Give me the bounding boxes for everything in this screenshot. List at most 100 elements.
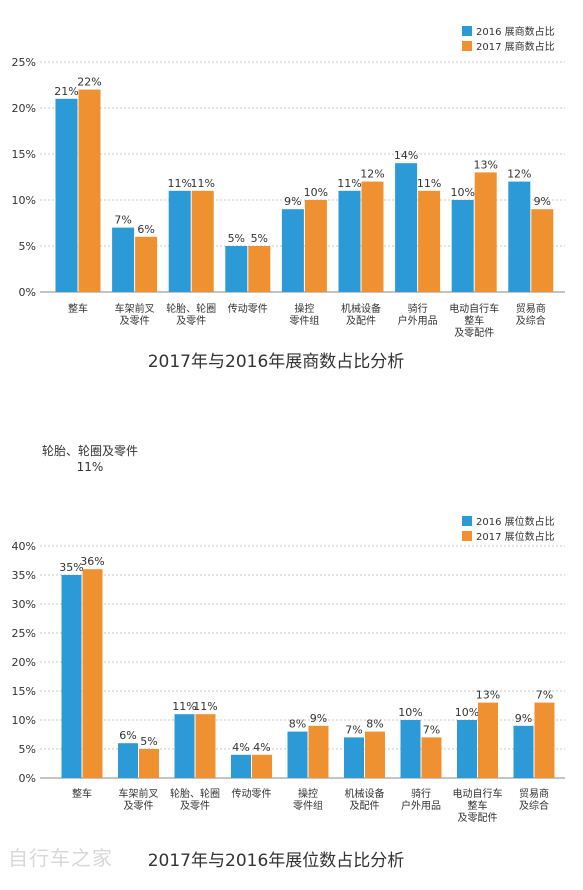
- bar-2017: [78, 89, 101, 292]
- data-label: 10%: [304, 186, 328, 199]
- bar-2017: [531, 209, 554, 292]
- y-tick-label: 20%: [12, 656, 36, 669]
- legend-swatch: [462, 41, 472, 51]
- x-tick-label: 骑行: [411, 787, 431, 800]
- y-tick-label: 0%: [19, 286, 36, 299]
- x-tick-label: 整车: [464, 314, 484, 327]
- x-tick-label: 骑行: [408, 302, 428, 315]
- x-tick-label: 及零件: [120, 315, 150, 327]
- bar-2017: [365, 731, 385, 778]
- y-tick-label: 35%: [12, 569, 36, 582]
- legend-swatch: [462, 26, 472, 36]
- bar-2017: [308, 725, 329, 778]
- data-label: 11%: [193, 700, 217, 713]
- x-tick-label: 及零件: [176, 315, 206, 327]
- data-label: 10%: [450, 186, 474, 199]
- data-label: 13%: [473, 158, 497, 171]
- x-tick-label: 车架前叉: [115, 302, 155, 315]
- bar-2017: [195, 714, 216, 778]
- x-tick-label: 及零配件: [454, 327, 494, 339]
- data-label: 22%: [77, 76, 101, 89]
- x-tick-label: 轮胎、轮圈: [170, 787, 220, 800]
- y-tick-label: 15%: [12, 148, 36, 161]
- data-label: 5%: [251, 232, 268, 245]
- x-tick-label: 传动零件: [228, 303, 268, 315]
- x-tick-label: 及配件: [350, 800, 380, 812]
- y-tick-label: 10%: [12, 714, 36, 727]
- x-tick-label: 操控: [298, 787, 318, 800]
- data-label: 7%: [345, 723, 362, 736]
- data-label: 21%: [54, 85, 78, 98]
- y-tick-label: 5%: [19, 743, 36, 756]
- bar-2017: [248, 246, 271, 292]
- x-tick-label: 机械设备: [341, 302, 381, 315]
- data-label: 11%: [190, 177, 214, 190]
- bar-2016: [61, 575, 82, 778]
- data-label: 9%: [310, 712, 327, 725]
- bar-2016: [457, 720, 477, 778]
- data-label: 11%: [167, 177, 191, 190]
- y-tick-label: 0%: [19, 772, 36, 785]
- chart-1: 0%5%10%15%20%25%21%22%整车7%6%车架前叉及零件11%11…: [12, 25, 565, 372]
- bar-2016: [451, 200, 474, 292]
- bar-2016: [513, 725, 534, 778]
- y-tick-label: 25%: [12, 56, 36, 69]
- x-tick-label: 贸易商: [519, 787, 549, 800]
- x-tick-label: 电动自行车: [453, 787, 503, 800]
- x-tick-label: 零件组: [289, 314, 319, 327]
- bar-2017: [304, 200, 327, 292]
- x-tick-label: 车架前叉: [119, 787, 159, 800]
- y-tick-label: 5%: [19, 240, 36, 253]
- data-label: 10%: [455, 706, 479, 719]
- bar-2017: [534, 702, 555, 778]
- bar-2016: [225, 246, 248, 292]
- data-label: 10%: [398, 706, 422, 719]
- legend-label: 2016 展位数占比: [476, 515, 555, 528]
- bar-2016: [118, 743, 138, 778]
- x-tick-label: 及零配件: [458, 812, 498, 824]
- legend-swatch: [462, 516, 472, 526]
- data-label: 9%: [515, 712, 532, 725]
- bar-2017: [361, 181, 384, 292]
- x-tick-label: 电动自行车: [449, 302, 499, 315]
- chart-2: 0%5%10%15%20%25%30%35%40%35%36%整车6% 5%车架前…: [12, 515, 565, 871]
- x-tick-label: 零件组: [293, 799, 323, 812]
- legend-label: 2016 展商数占比: [476, 25, 555, 38]
- bar-2017: [82, 569, 103, 778]
- data-label: 11%: [417, 177, 441, 190]
- x-tick-label: 户外用品: [401, 799, 441, 812]
- bar-2016: [231, 754, 251, 778]
- bar-2017: [135, 236, 158, 292]
- data-label: 4%: [232, 741, 249, 754]
- x-tick-label: 及零件: [124, 800, 154, 812]
- data-label: 8%: [366, 718, 383, 731]
- bar-2017: [421, 737, 442, 778]
- data-label: 6%: [137, 223, 154, 236]
- data-label: 35%: [59, 561, 83, 574]
- y-tick-label: 30%: [12, 598, 36, 611]
- x-tick-label: 机械设备: [345, 787, 385, 800]
- bar-2017: [478, 702, 498, 778]
- x-tick-label: 轮胎、轮圈: [166, 302, 216, 315]
- data-label: 5%: [140, 735, 157, 748]
- data-label: 7%: [536, 689, 553, 702]
- data-label: 8%: [289, 718, 306, 731]
- bar-2016: [344, 737, 364, 778]
- y-tick-label: 15%: [12, 685, 36, 698]
- data-label: 9%: [284, 195, 301, 208]
- x-tick-label: 及零件: [180, 800, 210, 812]
- data-label: 12%: [507, 168, 531, 181]
- y-tick-label: 40%: [12, 540, 36, 553]
- bar-2016: [395, 163, 418, 292]
- data-label: 6%: [119, 729, 136, 742]
- chart-title: 2017年与2016年展位数占比分析: [148, 851, 405, 871]
- bar-2016: [508, 181, 531, 292]
- bar-2016: [287, 731, 308, 778]
- x-tick-label: 操控: [294, 302, 314, 315]
- data-label: 7%: [114, 214, 131, 227]
- data-label: 14%: [394, 149, 418, 162]
- y-tick-label: 25%: [12, 627, 36, 640]
- x-tick-label: 及综合: [519, 799, 549, 812]
- legend-swatch: [462, 531, 472, 541]
